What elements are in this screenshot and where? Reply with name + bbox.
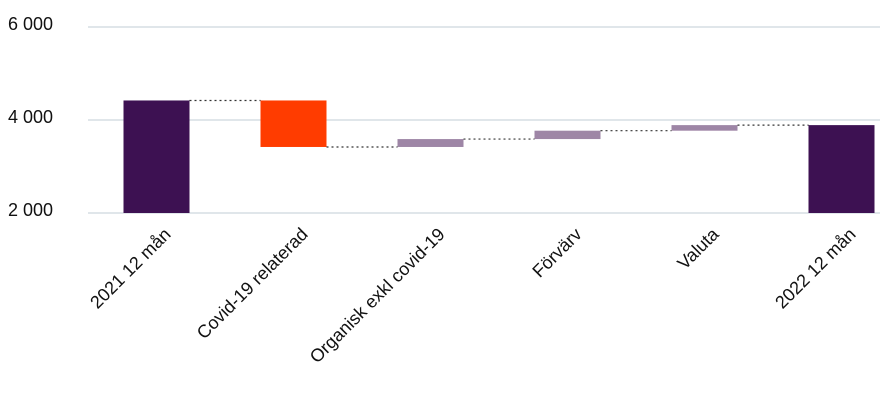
bar (123, 100, 190, 213)
x-tick-label: Förvärv (528, 224, 585, 281)
y-tick-label: 4 000 (8, 107, 53, 127)
bar (808, 125, 875, 213)
bar (260, 100, 327, 147)
bar (397, 139, 464, 147)
bar (671, 125, 738, 131)
y-tick-label: 6 000 (8, 14, 53, 34)
x-tick-label: Valuta (673, 223, 723, 273)
x-tick-label: Organisk exkl covid-19 (306, 224, 449, 367)
x-tick-label: 2021 12 mån (86, 224, 174, 312)
bar (534, 130, 601, 140)
y-tick-label: 2 000 (8, 200, 53, 220)
x-tick-label: Covid-19 relaterad (193, 224, 312, 343)
x-tick-label: 2022 12 mån (771, 224, 859, 312)
